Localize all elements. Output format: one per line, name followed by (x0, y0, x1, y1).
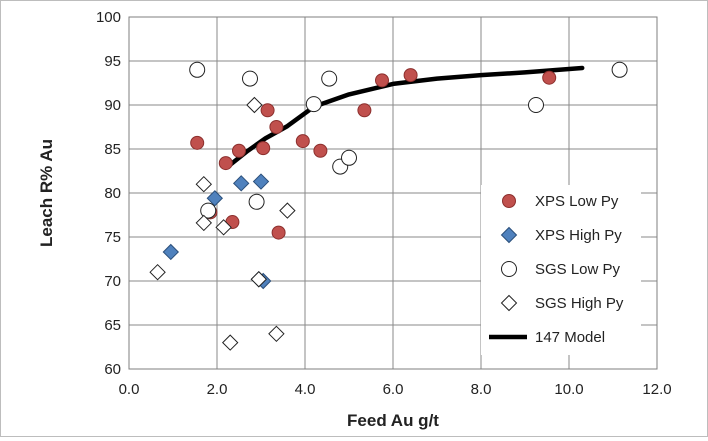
legend-sgs-high-py-label: SGS High Py (535, 295, 624, 312)
y-tick-label: 75 (104, 229, 121, 246)
xps-low-py-point (260, 103, 275, 118)
x-tick-label: 12.0 (642, 381, 671, 398)
sgs-low-py-point (242, 70, 258, 87)
xps-low-py-point (232, 143, 246, 158)
xps-low-py-point (218, 156, 233, 171)
x-tick-label: 10.0 (554, 381, 583, 398)
y-axis-title: Leach R% Au (37, 139, 56, 247)
sgs-low-py-point (341, 149, 357, 166)
xps-high-py-point (162, 243, 180, 261)
xps-low-py-point (357, 103, 372, 118)
y-tick-label: 95 (104, 53, 121, 70)
x-tick-label: 0.0 (119, 381, 140, 398)
tick-labels: 0.0 2.0 4.0 6.0 8.0 10.0 12.0 60 65 70 75 80 85 90 95 1… (96, 9, 672, 398)
sgs-low-py-point (200, 202, 217, 219)
xps-low-py-point (190, 135, 205, 150)
x-tick-label: 8.0 (471, 381, 492, 398)
sgs-high-py-point (268, 325, 285, 343)
xps-low-py-point (542, 70, 557, 85)
legend-xps-high-py-swatch (500, 226, 518, 244)
y-tick-label: 80 (104, 185, 121, 202)
legend-xps-high-py-label: XPS High Py (535, 227, 622, 244)
sgs-low-py-point (528, 97, 544, 113)
legend-147-model-label: 147 Model (535, 329, 605, 346)
sgs-high-py-point (195, 214, 213, 232)
sgs-low-py-point (248, 193, 265, 210)
xps-high-py-point (252, 173, 270, 190)
xps-low-py-point (269, 120, 284, 134)
xps-low-py-point (295, 134, 310, 149)
legend-xps-low-py-swatch (502, 194, 516, 208)
xps-low-py-point (375, 73, 389, 88)
plot-area-frame (128, 16, 658, 370)
sgs-high-py-point (215, 219, 232, 236)
x-axis-title: Feed Au g/t (347, 411, 439, 430)
y-tick-label: 60 (104, 361, 121, 378)
xps-low-py-point (313, 143, 328, 158)
sgs-low-py-point (321, 70, 338, 87)
xps-low-py-point (271, 225, 286, 240)
sgs-high-py-point (221, 334, 239, 351)
data-markers (149, 61, 628, 351)
x-tick-label: 2.0 (207, 381, 228, 398)
x-tick-label: 4.0 (295, 381, 316, 398)
sgs-low-py-point (611, 61, 628, 78)
y-tick-label: 85 (104, 141, 121, 158)
xps-low-py-point (256, 141, 271, 156)
sgs-high-py-point (195, 175, 213, 193)
sgs-low-py-point (305, 96, 322, 113)
sgs-high-py-point (279, 202, 296, 219)
y-tick-label: 70 (104, 273, 121, 290)
xps-low-py-point (403, 68, 418, 83)
xps-high-py-point (232, 175, 250, 192)
xps-high-py-point (206, 190, 224, 207)
model-series (227, 65, 585, 168)
legend-sgs-low-py-swatch (501, 261, 517, 277)
legend-sgs-low-py-label: SGS Low Py (535, 261, 621, 278)
sgs-high-py-point (250, 271, 268, 288)
legend: XPS Low Py XPS High Py SGS Low Py SGS High … (481, 185, 641, 355)
sgs-high-py-point (246, 96, 263, 114)
model-line (227, 65, 585, 168)
legend-xps-low-py-label: XPS Low Py (535, 193, 619, 210)
y-tick-label: 65 (104, 317, 121, 334)
y-tick-label: 100 (96, 9, 121, 26)
y-tick-label: 90 (104, 97, 121, 114)
x-tick-label: 6.0 (383, 381, 404, 398)
legend-sgs-high-py-swatch (500, 294, 518, 312)
sgs-high-py-point (149, 263, 166, 281)
sgs-low-py-point (189, 61, 206, 78)
